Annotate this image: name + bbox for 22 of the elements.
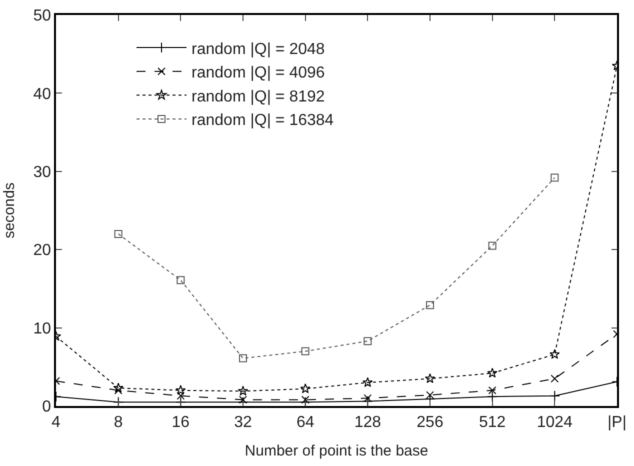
x-tick-label: 32 (234, 414, 252, 431)
y-tick-label: 0 (42, 398, 52, 416)
legend-label: random |Q| = 16384 (192, 112, 334, 130)
y-tick-label: 50 (33, 8, 52, 25)
y-tick-label: 20 (33, 242, 52, 260)
x-tick-label: 1024 (536, 414, 573, 431)
y-axis-title: seconds (1, 182, 18, 238)
x-tick-label: |P| (608, 414, 626, 431)
x-axis-title: Number of point is the base (244, 442, 428, 460)
legend-label: random |Q| = 4096 (192, 64, 325, 82)
x-tick-label: 128 (354, 414, 382, 431)
y-tick-label: 40 (33, 86, 52, 103)
x-tick-label: 16 (172, 414, 190, 431)
x-tick-label: 512 (478, 414, 506, 431)
x-tick-label: 256 (416, 414, 444, 431)
y-tick-label: 10 (33, 320, 52, 338)
y-tick-label: 30 (33, 164, 52, 181)
legend-label: random |Q| = 8192 (192, 88, 325, 106)
x-tick-label: 64 (296, 414, 314, 431)
x-tick-label: 4 (52, 414, 61, 431)
x-tick-label: 8 (114, 414, 123, 431)
legend-label: random |Q| = 2048 (192, 40, 325, 58)
